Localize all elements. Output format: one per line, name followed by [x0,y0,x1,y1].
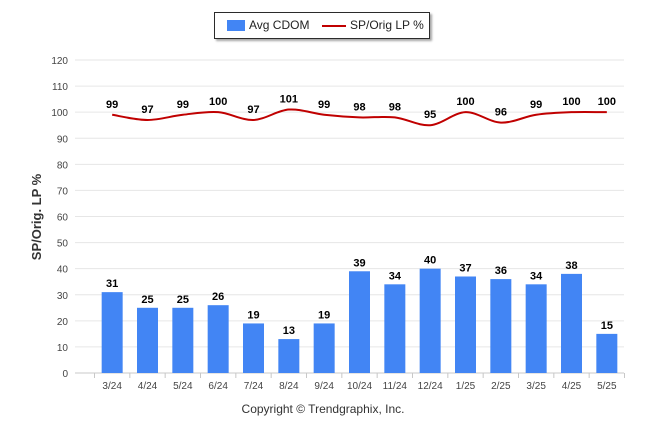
x-tick-label: 2/25 [491,381,511,392]
bar [101,292,123,373]
x-tick-label: 9/24 [314,381,334,392]
line-data-label: 98 [353,101,365,113]
line-data-label: 100 [456,96,474,108]
x-tick-label: 4/25 [562,381,582,392]
y-tick-label: 30 [57,291,69,302]
line-data-label: 100 [562,96,580,108]
bar [419,268,441,373]
y-tick-label: 60 [57,213,69,224]
legend-swatch-bar [227,20,245,31]
bar-data-label: 38 [565,260,577,272]
line-data-label: 100 [598,96,616,108]
line-data-label: 99 [177,99,189,111]
line-series-sp-orig-lp [112,108,607,127]
y-tick-label: 110 [52,82,68,93]
bar-data-label: 36 [495,265,507,277]
x-tick-label: 5/24 [173,381,193,392]
y-tick-label: 10 [57,343,69,354]
bar-data-label: 39 [353,257,365,269]
x-tick-label: 6/24 [208,381,228,392]
line-layer [112,108,607,127]
label-layer: 31 25 25 26 19 13 19 39 34 40 37 36 34 38 15 99 97 99 100 9… [106,94,616,338]
bar-data-label: 13 [283,325,295,337]
line-data-label: 97 [141,104,153,116]
legend-label-avg-cdom: Avg CDOM [249,18,310,32]
bar [207,305,229,373]
bar-data-label: 37 [459,262,471,274]
x-tick-label: 5/25 [597,381,617,392]
y-tick-label: 40 [57,265,69,276]
line-data-label: 101 [280,94,298,106]
legend: Avg CDOM SP/Orig LP % [214,12,430,39]
y-tick-label: 100 [51,108,68,119]
bar [172,307,194,373]
line-data-label: 96 [495,107,507,119]
grid-layer [75,59,624,374]
line-data-label: 97 [247,104,259,116]
bar [561,273,582,373]
y-tick-label: 50 [57,239,69,250]
x-tick-label: 11/24 [383,381,408,392]
bar-data-label: 19 [247,309,259,321]
bar-data-label: 25 [141,294,153,306]
bar-data-label: 26 [212,291,224,303]
bar [490,279,512,373]
line-data-label: 98 [389,101,401,113]
bar [349,271,370,373]
line-data-label: 95 [424,109,436,121]
x-tick-label: 4/24 [138,381,158,392]
line-data-label: 100 [209,96,227,108]
line-data-label: 99 [318,99,330,111]
legend-swatch-line [322,25,346,27]
x-tick-label: 1/25 [456,381,476,392]
bar [384,284,406,373]
bar-data-label: 15 [601,320,613,332]
axis-layer: 0 10 20 30 40 50 60 70 80 90 100 110 120 3/24 4/24 5/24… [51,56,625,392]
bar [313,323,335,373]
y-tick-label: 80 [57,160,69,171]
bar [525,284,547,373]
y-tick-label: 0 [62,369,68,380]
bar [243,323,264,373]
x-tick-label: 3/25 [526,381,546,392]
y-tick-label: 20 [57,317,69,328]
x-tick-label: 12/24 [418,381,443,392]
line-data-label: 99 [530,99,542,111]
y-tick-label: 90 [57,134,69,145]
bar-layer [101,268,618,373]
bar-data-label: 34 [389,270,402,282]
y-axis-title: SP/Orig. LP % [29,173,44,260]
x-tick-label: 7/24 [244,381,264,392]
bar [596,333,618,373]
bar-data-label: 19 [318,309,330,321]
line-data-label: 99 [106,99,118,111]
x-tick-label: 10/24 [347,381,372,392]
legend-label-sp-orig-lp: SP/Orig LP % [350,18,424,32]
bar-data-label: 34 [530,270,543,282]
y-tick-label: 70 [57,186,69,197]
bar-data-label: 31 [106,278,118,290]
x-tick-label: 3/24 [102,381,122,392]
copyright-footer: Copyright © Trendgraphix, Inc. [241,402,405,416]
x-tick-label: 8/24 [279,381,299,392]
bar [278,339,300,373]
bar-data-label: 25 [177,294,189,306]
bar-data-label: 40 [424,255,436,267]
bar [137,307,158,373]
bar [455,276,476,373]
y-tick-label: 120 [51,56,68,67]
